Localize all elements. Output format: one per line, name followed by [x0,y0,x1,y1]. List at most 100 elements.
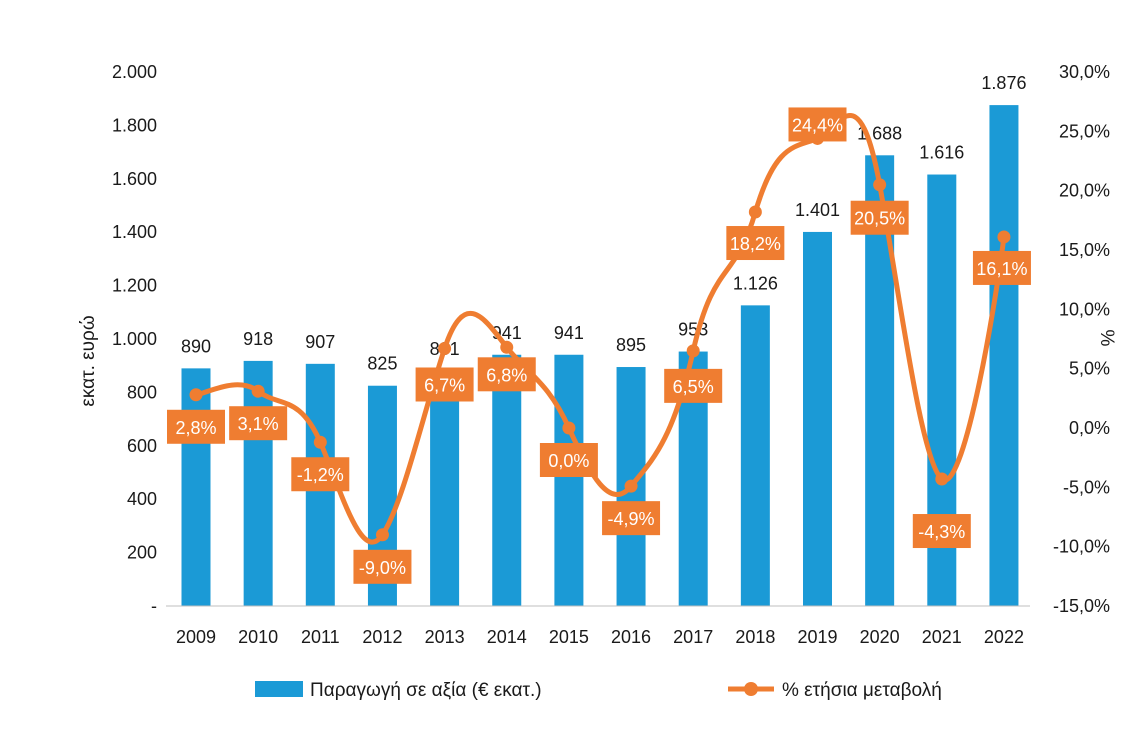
y-left-tick-label: 1.000 [112,329,157,349]
x-tick-label: 2020 [860,627,900,647]
pct-change-line [193,113,1007,545]
pct-label: 3,1% [229,406,288,441]
right-axis-ticks: -15,0% -10,0% -5,0% 0,0% 5,0% 10,0% 15,0% 20,0%… [1053,62,1110,616]
pct-label: 16,1% [972,250,1031,285]
legend-bar-swatch [255,681,303,697]
line-marker [313,435,327,449]
pct-label: -1,2% [291,457,350,492]
y-left-tick-label: 600 [127,436,157,456]
pct-label-box [726,226,785,261]
pct-label-box [539,443,598,477]
pct-label: 6,8% [477,357,536,392]
bar [803,231,832,607]
y-right-tick-label: 30,0% [1059,62,1110,82]
pct-label-text: -1,2% [297,465,344,485]
pct-label: -4,9% [602,501,661,536]
bar [243,360,273,606]
pct-label-text: -4,3% [918,522,965,542]
bar-value-label: 825 [367,354,397,374]
y-left-tick-label: 1.200 [112,276,157,296]
legend-line-label: % ετήσια μεταβολή [782,680,942,701]
bar [430,370,460,606]
y-right-tick-label: -5,0% [1063,477,1110,497]
pct-label-box [353,549,412,584]
y-left-tick-label: 400 [127,489,157,509]
line-marker [686,344,700,358]
pct-label-box [602,501,661,536]
bar-value-label: 907 [305,332,335,352]
pct-label-text: -4,9% [608,509,655,529]
pct-label-text: 6,8% [486,365,527,385]
y-left-tick-label: 1.800 [112,115,157,135]
pct-label-text: 3,1% [238,414,279,434]
legend-line-marker [744,682,758,696]
y-right-tick-label: -10,0% [1053,537,1110,557]
x-tick-label: 2010 [238,627,278,647]
bar [492,354,522,606]
pct-change-labels: 2,8% 3,1% -1,2% -9,0% 6,7% 6,8% 0,0% -4,9% 6,5% 1… [167,107,1031,584]
x-tick-label: 2017 [673,627,713,647]
y-left-tick-label: 2.000 [112,62,157,82]
pct-label-text: 24,4% [792,115,843,135]
line-marker [500,340,514,354]
pct-label: 24,4% [788,107,847,142]
y-right-tick-label: -15,0% [1053,596,1110,616]
y-right-tick-label: 5,0% [1069,359,1110,379]
pct-label-text: 2,8% [175,418,216,438]
legend-bar-label: Παραγωγή σε αξία (€ εκατ.) [310,680,542,701]
y-right-tick-label: 10,0% [1059,299,1110,319]
pct-label-box [788,107,847,142]
pct-label-text: 0,0% [548,451,589,471]
pct-label: -9,0% [353,549,412,584]
pct-label: 6,7% [415,367,474,402]
y-right-tick-label: 15,0% [1059,240,1110,260]
x-tick-label: 2022 [984,627,1024,647]
pct-label-box [972,250,1031,285]
x-tick-label: 2012 [362,627,402,647]
y-left-tick-label: 800 [127,382,157,402]
bar-value-label: 1.876 [981,73,1026,93]
pct-label-box [850,200,909,235]
pct-label-box [167,409,225,444]
y-left-axis-title: εκατ. ευρώ [78,315,99,406]
bar-series [181,105,1019,607]
left-axis-ticks: - 200 400 600 800 1.000 1.200 1.400 1.600 1.800 2.… [112,62,157,616]
line-marker [375,528,389,542]
line-marker [562,421,576,435]
y-right-tick-label: 20,0% [1059,181,1110,201]
pct-label: 0,0% [539,443,598,477]
bar [181,368,211,606]
line-marker [935,472,949,486]
y-left-tick-label: 200 [127,543,157,563]
line-marker [748,205,762,219]
pct-label: 18,2% [726,226,785,261]
pct-label-box [477,357,536,392]
pct-label-text: 16,1% [976,259,1027,279]
pct-label: -4,3% [912,514,971,549]
pct-label-box [229,406,288,441]
line-marker [997,230,1011,244]
y-left-tick-label: 1.600 [112,169,157,189]
line-marker [189,388,203,402]
line-marker [438,341,452,355]
bar-value-label: 918 [243,329,273,349]
pct-label-text: 6,5% [673,377,714,397]
line-marker [873,178,887,192]
bar-value-label: 895 [616,335,646,355]
pct-label-box [912,514,971,549]
pct-change-markers [189,131,1011,542]
x-tick-label: 2019 [797,627,837,647]
x-axis-ticks: 2009 2010 2011 2012 2013 2014 2015 2016 2017 2018… [176,627,1024,647]
y-left-tick-label: - [151,596,157,616]
y-right-axis-title: % [1096,330,1117,347]
pct-label-text: 20,5% [854,209,905,229]
bar [554,354,584,606]
bar [740,305,770,606]
x-tick-label: 2014 [487,627,527,647]
bar-value-label: 1.126 [733,273,778,293]
pct-label-box [664,368,723,403]
x-tick-label: 2016 [611,627,651,647]
bar-value-label: 953 [678,320,708,340]
pct-label-text: -9,0% [359,558,406,578]
